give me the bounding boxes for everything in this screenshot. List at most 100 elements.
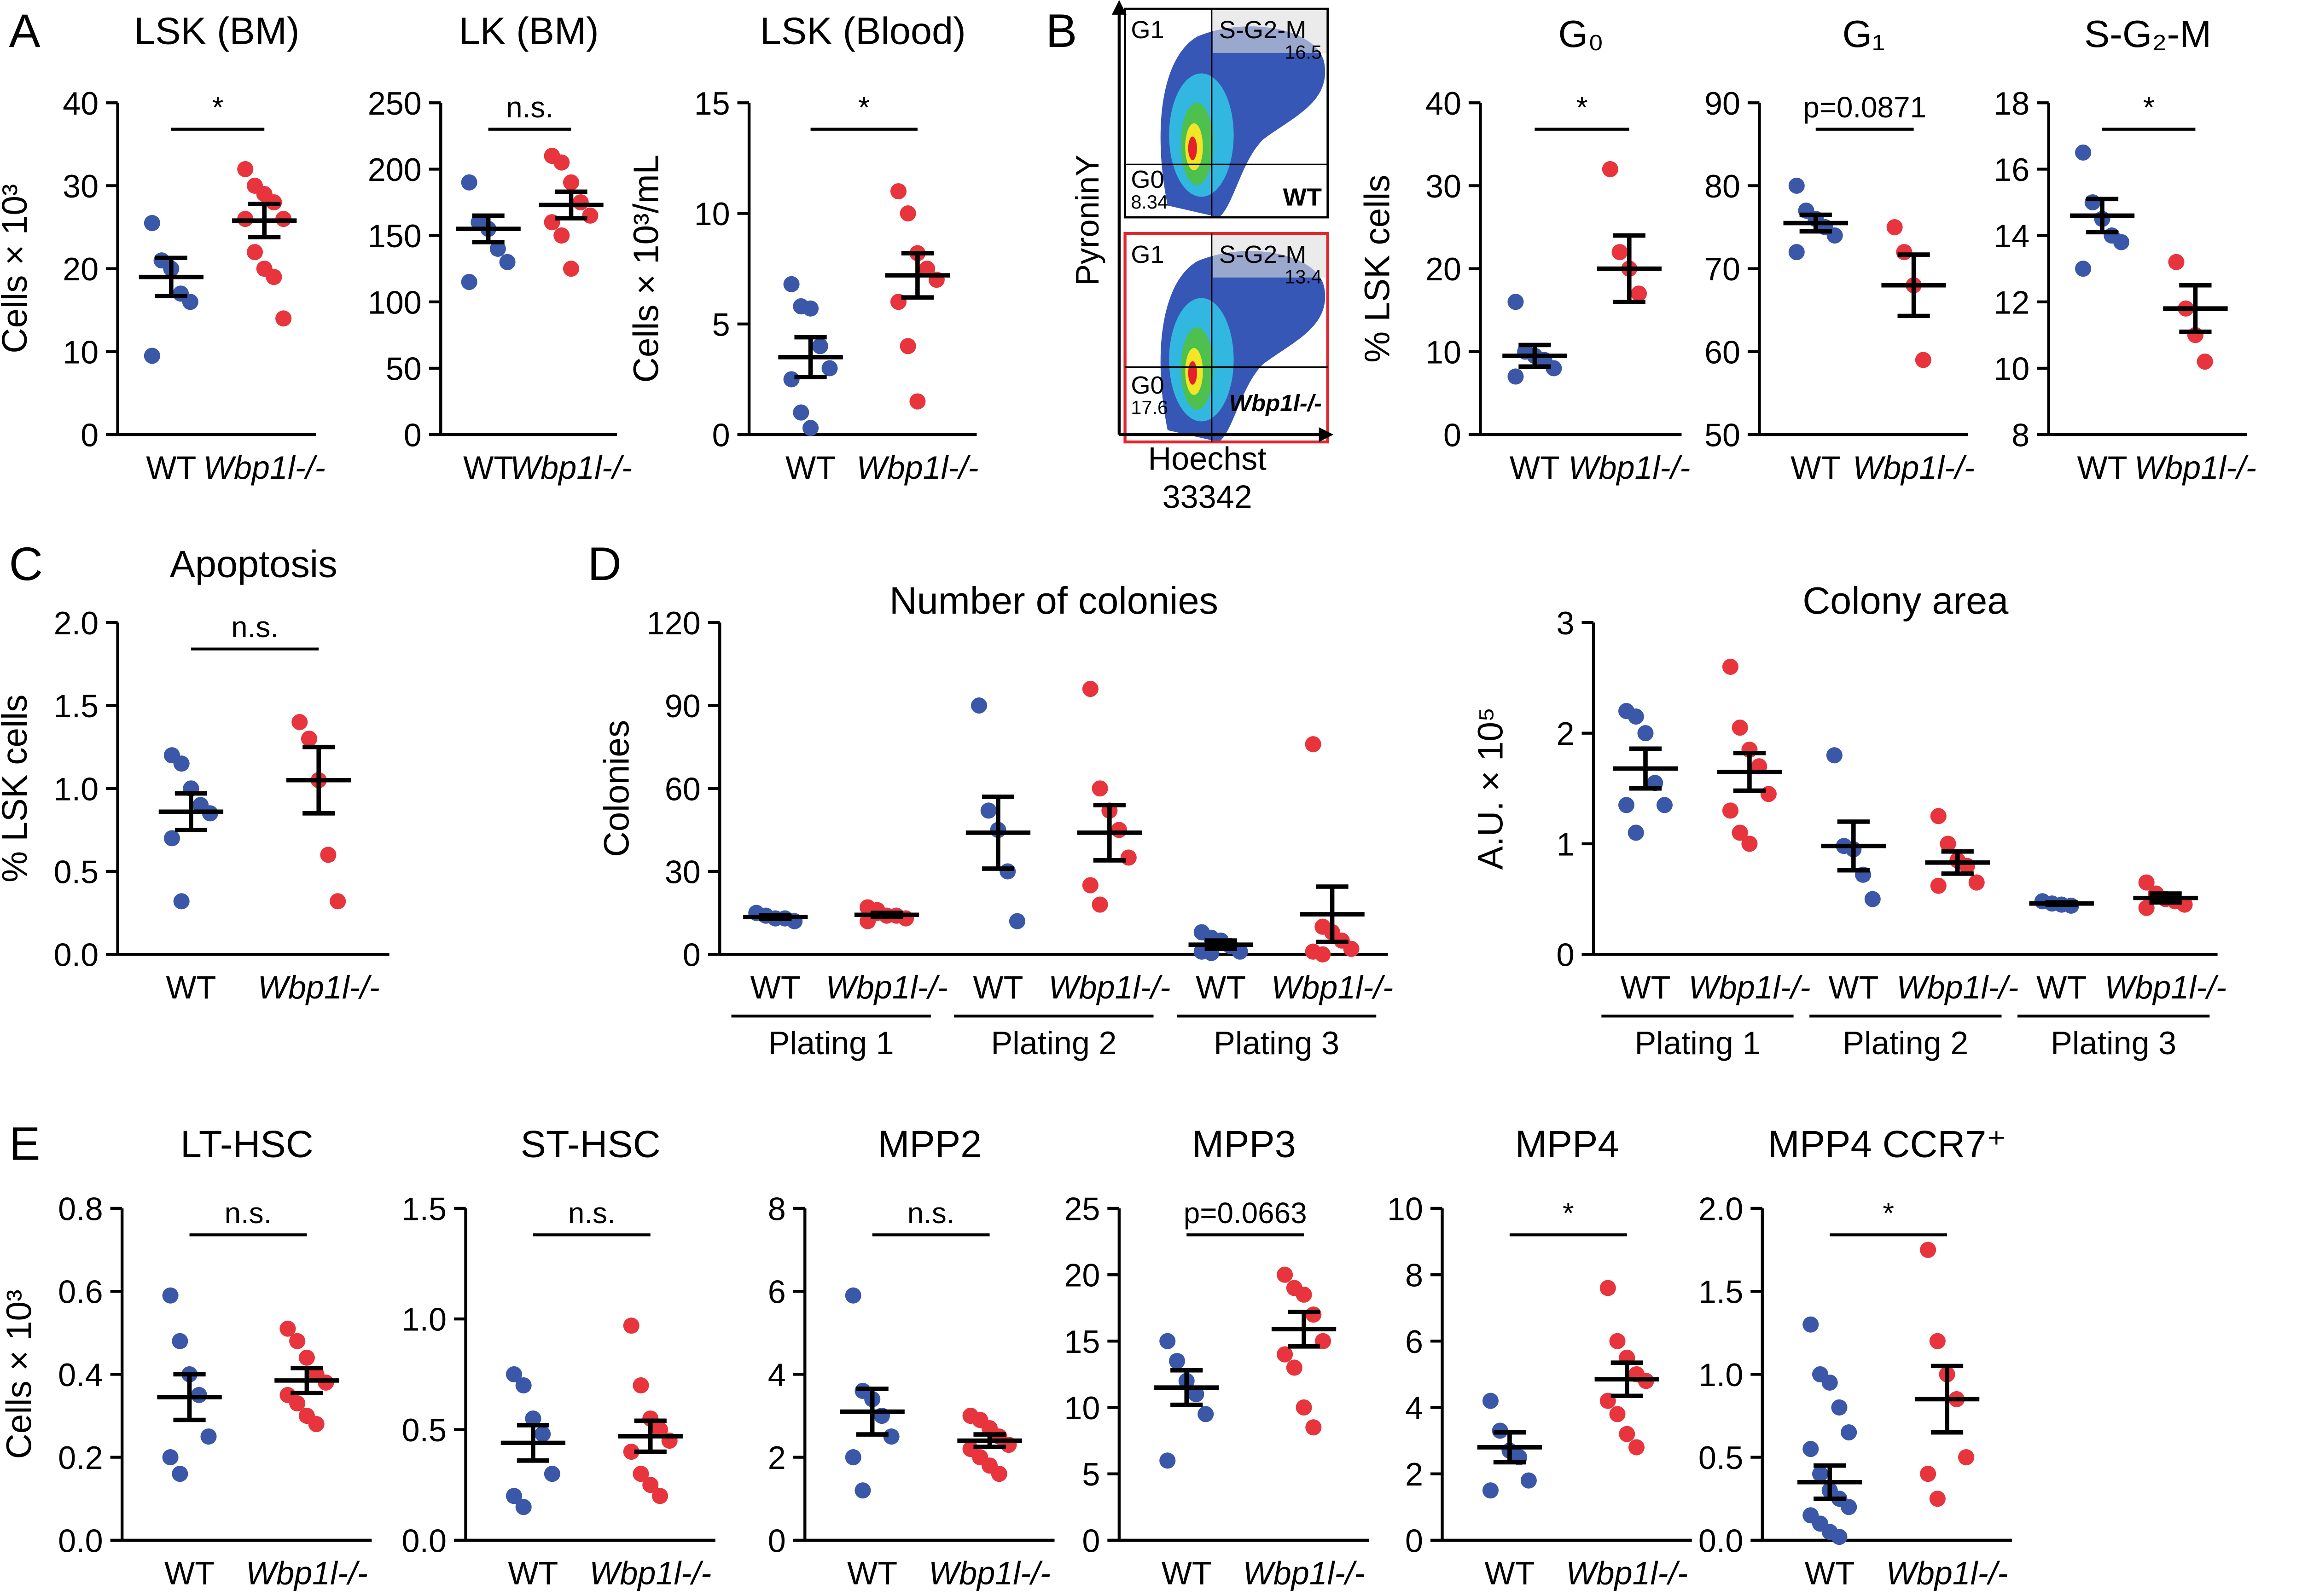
data-point [1920, 1466, 1936, 1482]
data-point [919, 261, 936, 277]
y-tick-label: 60 [1704, 334, 1740, 370]
data-point [535, 1426, 551, 1442]
data-point [1602, 161, 1618, 177]
data-point [144, 215, 160, 232]
significance-label: n.s. [568, 1196, 616, 1230]
x-tick-label: Wbp1l-/- [1048, 969, 1170, 1005]
chart-title: ST-HSC [521, 1122, 661, 1165]
data-point [1732, 824, 1748, 841]
chart-title: Colony area [1802, 579, 2009, 622]
significance-label: * [212, 91, 224, 124]
data-point [1507, 368, 1524, 385]
data-point [855, 1482, 871, 1499]
data-point [1168, 1353, 1186, 1370]
sem-bar [291, 1366, 323, 1395]
sem-bar [1941, 849, 1974, 876]
sem-bar [759, 913, 792, 921]
chart-title: Number of colonies [889, 579, 1218, 622]
y-tick-label: 0.5 [1698, 1439, 1744, 1476]
x-tick-label: Wbp1l-/- [258, 969, 380, 1005]
y-tick-label: 8 [1405, 1257, 1423, 1294]
sem-bar [1093, 803, 1126, 863]
data-point [1628, 1439, 1645, 1456]
data-point [1968, 874, 1985, 891]
data-point [173, 893, 190, 910]
x-tick-label: Wbp1l-/- [510, 449, 632, 486]
data-point [275, 310, 292, 327]
x-tick-label: Wbp1l-/- [589, 1555, 711, 1591]
data-point [1637, 725, 1654, 742]
y-axis-label: Cells × 10³ [0, 184, 35, 354]
data-point [2113, 234, 2130, 250]
y-tick-label: 20 [63, 251, 99, 287]
data-point [633, 1466, 649, 1482]
quadrant-label: S-G2-M [1219, 241, 1307, 268]
axis-label: PyroninY [1069, 155, 1105, 286]
y-tick-label: 10 [694, 196, 730, 232]
group-label: Plating 3 [2051, 1025, 2176, 1061]
significance-label: n.s. [506, 91, 553, 124]
data-point [1198, 1406, 1214, 1422]
significance-label: * [2143, 91, 2155, 124]
sem-bar [2149, 891, 2182, 905]
data-point [900, 205, 916, 222]
y-tick-label: 2.0 [54, 605, 99, 641]
group-label: Plating 1 [768, 1025, 894, 1061]
chart-title: MPP3 [1192, 1122, 1296, 1165]
data-point [173, 755, 190, 772]
data-point [1628, 708, 1644, 725]
x-tick-label: Wbp1l-/- [856, 449, 978, 486]
data-point [266, 269, 282, 285]
data-point [783, 371, 800, 388]
data-point [1802, 1441, 1819, 1457]
data-point [623, 1444, 639, 1460]
data-point [971, 697, 988, 714]
data-point [1343, 940, 1360, 957]
data-point [237, 161, 254, 177]
data-point [1120, 849, 1137, 866]
chart-title: LSK (Blood) [760, 10, 966, 52]
x-tick-label: Wbp1l-/- [2134, 449, 2256, 486]
axis-label: 33342 [1163, 479, 1252, 515]
data-point [1630, 285, 1647, 302]
y-tick-label: 0.4 [58, 1357, 103, 1393]
data-point [1611, 244, 1628, 261]
y-tick-label: 5 [712, 306, 730, 342]
sem-bar [2179, 283, 2212, 334]
data-point [544, 1466, 560, 1482]
data-point [515, 1499, 532, 1515]
y-tick-label: 0 [768, 1522, 786, 1559]
data-point [821, 360, 838, 377]
y-tick-label: 0.0 [402, 1522, 447, 1559]
y-tick-label: 4 [1405, 1390, 1423, 1426]
y-tick-label: 15 [1064, 1323, 1100, 1360]
data-point [1599, 1280, 1616, 1296]
data-point [1826, 747, 1843, 764]
data-point [1930, 808, 1947, 824]
sem-bar [1204, 938, 1237, 951]
y-tick-label: 250 [368, 85, 422, 122]
chart-title: G₁ [1843, 12, 1885, 55]
x-tick-label: WT [2077, 449, 2128, 486]
flow-panel: G1 S-G2-M 16.5 G0 8.34 WT G1 S-G2-M 13.4… [1069, 0, 1334, 515]
x-tick-label: WT [146, 449, 196, 486]
chart-title: MPP4 CCR7⁺ [1768, 1122, 2006, 1165]
sem-bar [973, 1432, 1006, 1449]
chart-title: LSK (BM) [134, 10, 299, 52]
sem-bar [1610, 1360, 1643, 1399]
data-point [1628, 824, 1644, 841]
data-point [1732, 720, 1748, 736]
significance-label: * [1563, 1196, 1574, 1230]
data-point [1886, 219, 1903, 236]
data-point [1111, 822, 1128, 838]
data-point [1760, 786, 1777, 802]
sem-bar [2045, 900, 2078, 907]
data-point [2084, 194, 2101, 211]
data-point [1722, 658, 1739, 675]
chart-title: MPP2 [878, 1122, 982, 1165]
y-tick-label: 0 [1443, 417, 1461, 453]
data-point [1722, 802, 1739, 819]
data-point [1619, 1426, 1635, 1442]
data-point [572, 194, 589, 211]
chart-title: S-G₂-M [2084, 12, 2211, 55]
